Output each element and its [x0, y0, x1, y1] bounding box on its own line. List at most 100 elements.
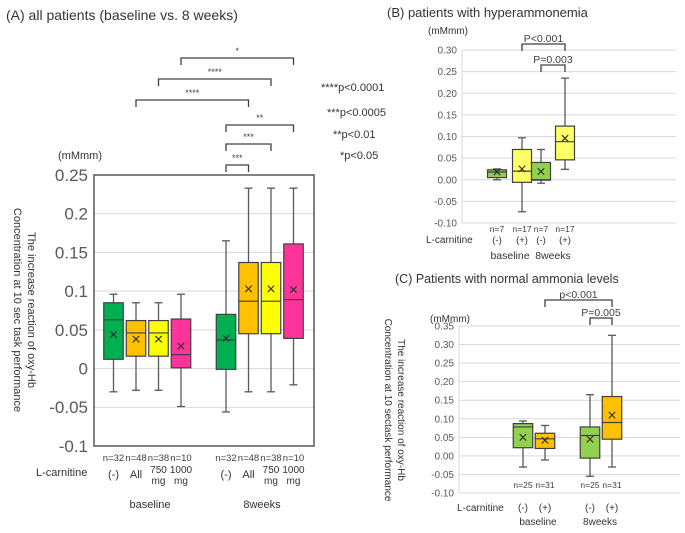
panel-c-ylabel-line2: Concentration at 10 sectask performance [382, 319, 393, 502]
n-label: n=32 [103, 453, 124, 464]
mean-marker [132, 335, 140, 343]
significance-label: ** [256, 113, 264, 123]
mean-marker [519, 433, 527, 441]
category-label: 750 [150, 465, 167, 476]
category-label: mg [287, 476, 301, 487]
significance-bracket [544, 299, 613, 307]
y-tick-label: -0.10 [434, 219, 457, 230]
category-label: (-) [492, 235, 502, 246]
mean-marker [222, 334, 230, 342]
y-tick-label: -0.05 [49, 398, 88, 417]
box-1 [486, 168, 508, 181]
panel-c-unit-label: (mMmm) [430, 314, 470, 325]
n-label: n=10 [170, 453, 191, 464]
n-label: n=25 [580, 480, 599, 490]
panel-b-row-label: L-carnitine [426, 235, 473, 246]
y-tick-label: 0.30 [438, 46, 458, 57]
panel-c-plot: 0.35 0.30 0.25 0.20 0.15 0.10 0.05 0.00 -0.05 -0.… [431, 289, 680, 528]
n-label: n=17 [555, 224, 574, 234]
box-2 [125, 302, 147, 391]
significance-label: P=0.005 [581, 307, 621, 319]
box-iqr [170, 318, 192, 369]
category-label: mg [152, 476, 166, 487]
mean-marker [518, 165, 526, 173]
box-1 [103, 293, 124, 393]
n-label: n=25 [513, 480, 532, 490]
n-label: n=17 [512, 224, 531, 234]
box-iqr [486, 169, 508, 179]
panel-b-unit-label: (mMmm) [428, 26, 468, 37]
n-label: n=38 [148, 453, 169, 464]
significance-bracket [540, 64, 566, 72]
mean-marker [586, 435, 594, 443]
category-label: (+) [559, 235, 571, 246]
box-iqr [260, 261, 282, 335]
box-iqr [512, 423, 534, 449]
y-tick-label: 0.25 [438, 67, 458, 78]
category-label: (-) [221, 469, 232, 481]
category-label: All [130, 469, 142, 481]
y-tick-label: -0.05 [434, 197, 457, 208]
mean-marker [561, 134, 569, 142]
n-label: n=31 [602, 480, 621, 490]
box-8 [283, 187, 304, 386]
y-tick-label: 0.00 [438, 175, 458, 186]
box-1 [512, 420, 534, 468]
significance-bracket [225, 124, 295, 132]
category-label: 1000 [170, 465, 193, 476]
box-4 [601, 334, 623, 468]
box-3 [148, 302, 169, 391]
mean-marker [289, 285, 298, 294]
y-tick-label: 0.25 [55, 166, 88, 185]
box-7 [260, 187, 282, 393]
box-5 [215, 240, 237, 413]
y-tick-label: 0.1 [64, 282, 88, 301]
group-label: 8weeks [583, 517, 617, 528]
box-2 [511, 137, 533, 213]
significance-label: **** [208, 67, 223, 77]
y-tick-label: 0.2 [64, 205, 88, 224]
mean-marker [109, 330, 118, 339]
y-tick-label: 0.05 [438, 154, 458, 165]
group-label: 8weeks [535, 250, 571, 262]
category-label: (-) [108, 469, 119, 481]
significance-label: *** [232, 153, 243, 163]
group-label: 8weeks [243, 499, 281, 511]
y-tick-label: 0.05 [435, 433, 455, 444]
box-iqr [601, 395, 623, 440]
legend-entry-p0001: ****p<0.0001 [321, 82, 384, 94]
panel-b-plot: 0.30 0.25 0.20 0.15 0.10 0.05 0.00 -0.05 -0.10 n=… [434, 33, 676, 262]
mean-marker [244, 285, 253, 293]
box-6 [238, 187, 259, 393]
n-label: n=48 [125, 453, 146, 464]
significance-bracket [157, 78, 272, 86]
mean-marker [537, 167, 545, 176]
y-tick-label: 0.25 [435, 359, 455, 370]
panel-a-ylabel-line2: Concentration at 10 sec task performance [11, 208, 23, 412]
category-label: 1000 [282, 465, 305, 476]
box-2 [534, 424, 556, 461]
y-tick-label: 0.05 [55, 321, 88, 340]
significance-label: P=0.003 [533, 54, 573, 66]
n-label: n=7 [490, 224, 505, 234]
panel-a-ylabel-line1: The increase reaction of oxy-Hb [25, 232, 37, 388]
mean-marker [267, 285, 275, 293]
y-tick-label: 0.00 [435, 451, 455, 462]
n-label: n=32 [215, 453, 236, 464]
panel-b-title: (B) patients with hyperammonemia [387, 5, 589, 20]
n-label: n=48 [238, 453, 259, 464]
group-label: baseline [519, 517, 557, 528]
n-label: n=31 [535, 480, 554, 490]
box-4 [554, 77, 576, 171]
mean-marker [154, 335, 163, 343]
mean-marker [493, 168, 501, 176]
box-4 [170, 293, 192, 408]
panel-a-plot: 0.25 0.2 0.15 0.1 0.05 0 -0.05 -0.1 n=32 (-) n=48 A… [49, 46, 315, 511]
n-label: n=7 [534, 224, 549, 234]
significance-bracket [225, 164, 250, 172]
y-tick-label: 0.15 [438, 110, 458, 121]
category-label: (-) [536, 235, 546, 246]
y-tick-label: 0.15 [55, 243, 88, 262]
box-iqr [554, 125, 576, 161]
